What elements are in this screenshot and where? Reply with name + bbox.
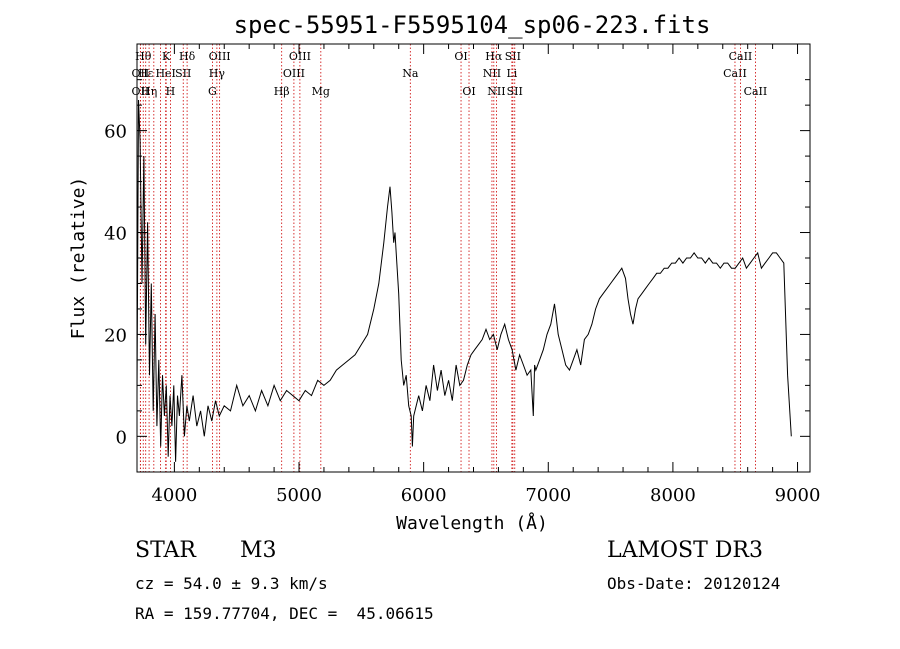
marker-label: Hδ	[179, 50, 196, 63]
emission-line-markers: OIIOIIHθHεHηKHeIHSIIHδGHγOIIIHβOIIIOIIIM…	[132, 44, 768, 472]
marker-label: OIII	[289, 50, 311, 63]
marker-label: Hα	[485, 50, 503, 63]
marker-label: SII	[507, 85, 523, 98]
marker-label: OIII	[283, 67, 305, 80]
plot-frame	[136, 43, 811, 473]
marker-label: CaII	[723, 67, 747, 80]
x-tick-label: 5000	[276, 485, 322, 506]
marker-label: G	[208, 85, 217, 98]
marker-label: K	[162, 50, 171, 63]
marker-label: Na	[402, 67, 419, 80]
redshift-text: cz = 54.0 ± 9.3 km/s	[135, 574, 328, 593]
marker-label: Hθ	[135, 50, 152, 63]
object-class: STAR	[135, 538, 196, 563]
marker-label: Mg	[312, 85, 330, 98]
marker-label: SII	[505, 50, 521, 63]
x-axis-label: Wavelength (Å)	[396, 512, 548, 534]
marker-label: NII	[483, 67, 501, 80]
x-tick-label: 9000	[775, 485, 821, 506]
marker-label: OI	[454, 50, 467, 63]
axis-tick-labels: 4000 5000 6000 7000 8000 9000 0 20 40 60	[104, 122, 820, 506]
marker-label: Hη	[141, 85, 157, 98]
marker-label: Hβ	[274, 85, 290, 98]
spectrum-line	[136, 99, 792, 462]
survey-name: LAMOST DR3	[607, 538, 763, 563]
y-tick-label: 0	[116, 427, 127, 448]
y-tick-label: 60	[104, 122, 127, 143]
chart-title: spec-55951-F5595104_sp06-223.fits	[234, 11, 711, 39]
x-tick-label: 4000	[151, 485, 197, 506]
marker-label: Hγ	[209, 67, 226, 80]
marker-label: Hε	[138, 67, 154, 80]
marker-label: OII	[132, 85, 150, 98]
marker-label: HeI	[155, 67, 175, 80]
coordinates: RA = 159.77704, DEC = 45.06615	[135, 604, 434, 623]
marker-label: OI	[462, 85, 475, 98]
marker-label: CaII	[744, 85, 768, 98]
marker-label: OIII	[209, 50, 231, 63]
object-subclass: M3	[240, 538, 277, 563]
marker-label: Li	[506, 67, 517, 80]
y-axis-label: Flux (relative)	[68, 177, 89, 340]
y-tick-label: 40	[104, 224, 127, 245]
x-tick-label: 6000	[401, 485, 447, 506]
obs-date: Obs-Date: 20120124	[607, 574, 781, 593]
x-tick-label: 7000	[525, 485, 571, 506]
y-tick-label: 20	[104, 325, 127, 346]
marker-label: CaII	[729, 50, 753, 63]
marker-label: H	[166, 85, 176, 98]
x-tick-label: 8000	[650, 485, 696, 506]
marker-label: SII	[175, 67, 191, 80]
marker-label: NII	[487, 85, 505, 98]
